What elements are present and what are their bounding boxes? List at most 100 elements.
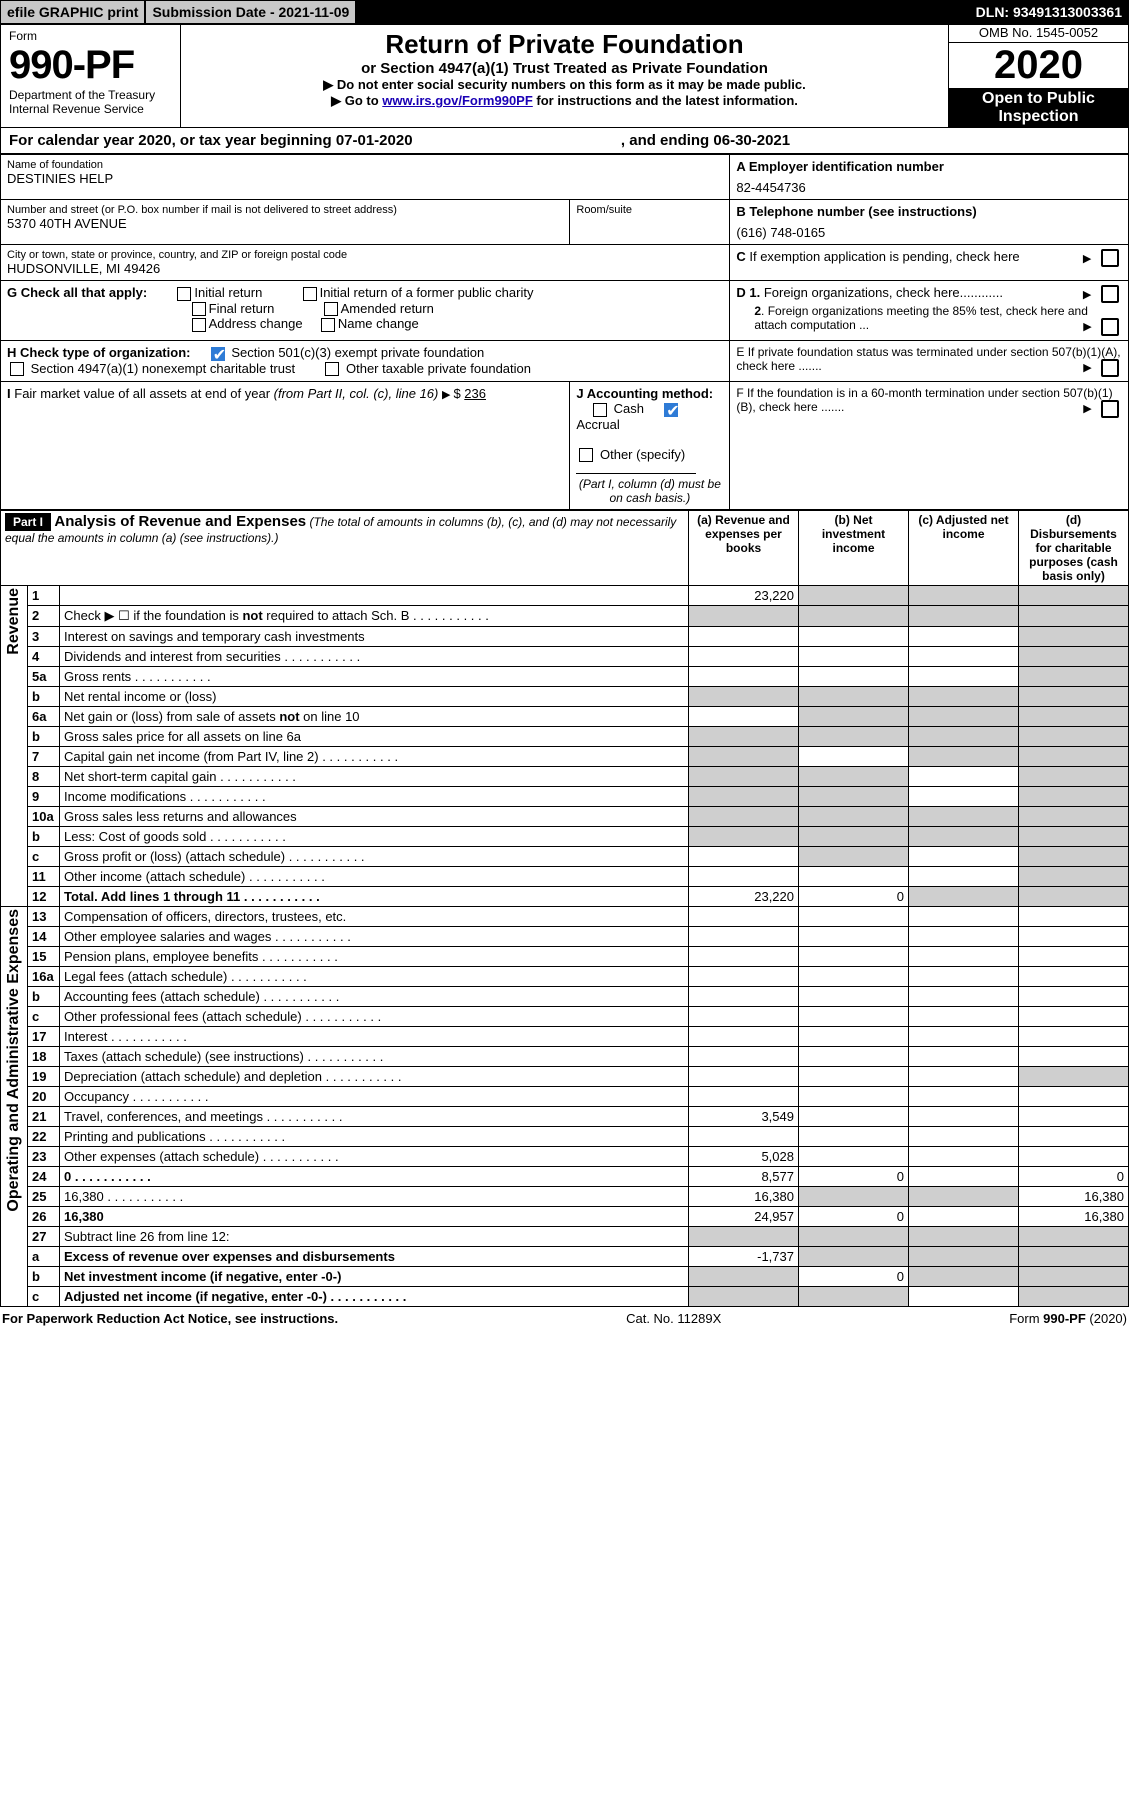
checkbox-other-method[interactable] bbox=[579, 448, 593, 462]
amount-cell bbox=[689, 687, 799, 707]
amount-cell: 8,577 bbox=[689, 1167, 799, 1187]
table-row: 12Total. Add lines 1 through 1123,2200 bbox=[1, 887, 1129, 907]
amount-cell bbox=[1019, 887, 1129, 907]
table-row: cGross profit or (loss) (attach schedule… bbox=[1, 847, 1129, 867]
g-amended: Amended return bbox=[341, 301, 434, 316]
h-nect: Section 4947(a)(1) nonexempt charitable … bbox=[31, 361, 295, 376]
line-desc: Total. Add lines 1 through 11 bbox=[60, 887, 689, 907]
checkbox-4947[interactable] bbox=[10, 362, 24, 376]
amount-cell bbox=[909, 1107, 1019, 1127]
checkbox-accrual[interactable] bbox=[664, 403, 678, 417]
line-number: 8 bbox=[28, 767, 60, 787]
checkbox-c[interactable] bbox=[1101, 249, 1119, 267]
table-row: 8Net short-term capital gain bbox=[1, 767, 1129, 787]
amount-cell bbox=[1019, 1107, 1129, 1127]
amount-cell bbox=[799, 967, 909, 987]
table-row: 7Capital gain net income (from Part IV, … bbox=[1, 747, 1129, 767]
checkbox-amended[interactable] bbox=[324, 302, 338, 316]
table-row: 27Subtract line 26 from line 12: bbox=[1, 1227, 1129, 1247]
col-b-header: (b) Net investment income bbox=[799, 511, 909, 586]
amount-cell bbox=[1019, 1147, 1129, 1167]
checkbox-d2[interactable] bbox=[1101, 318, 1119, 336]
line-desc: Interest on savings and temporary cash i… bbox=[60, 627, 689, 647]
form-subtitle: or Section 4947(a)(1) Trust Treated as P… bbox=[189, 60, 940, 77]
amount-cell bbox=[799, 1107, 909, 1127]
checkbox-501c3[interactable] bbox=[211, 347, 225, 361]
amount-cell bbox=[689, 647, 799, 667]
amount-cell bbox=[909, 787, 1019, 807]
j-other: Other (specify) bbox=[600, 447, 685, 462]
top-bar: efile GRAPHIC print Submission Date - 20… bbox=[0, 0, 1129, 24]
name-label: Name of foundation bbox=[7, 159, 723, 171]
g-label: G Check all that apply: bbox=[7, 285, 147, 300]
amount-cell bbox=[689, 1007, 799, 1027]
checkbox-initial[interactable] bbox=[177, 287, 191, 301]
checkbox-initial-former[interactable] bbox=[303, 287, 317, 301]
checkbox-f[interactable] bbox=[1101, 400, 1119, 418]
arrow-icon bbox=[1083, 401, 1094, 415]
omb-number: OMB No. 1545-0052 bbox=[949, 25, 1128, 43]
amount-cell: 23,220 bbox=[689, 887, 799, 907]
line-number: 21 bbox=[28, 1107, 60, 1127]
amount-cell bbox=[799, 727, 909, 747]
amount-cell bbox=[799, 1147, 909, 1167]
d1-label: D 1. Foreign organizations, check here..… bbox=[736, 285, 1122, 300]
line-number: b bbox=[28, 727, 60, 747]
amount-cell bbox=[799, 1087, 909, 1107]
checkbox-other-taxable[interactable] bbox=[325, 362, 339, 376]
amount-cell bbox=[1019, 1247, 1129, 1267]
line-number: 22 bbox=[28, 1127, 60, 1147]
street-address: 5370 40TH AVENUE bbox=[7, 216, 563, 231]
amount-cell bbox=[1019, 747, 1129, 767]
amount-cell: 0 bbox=[799, 887, 909, 907]
checkbox-d1[interactable] bbox=[1101, 285, 1119, 303]
line-number: b bbox=[28, 987, 60, 1007]
amount-cell bbox=[689, 707, 799, 727]
line-number: 3 bbox=[28, 627, 60, 647]
checkbox-e[interactable] bbox=[1101, 359, 1119, 377]
amount-cell bbox=[689, 1087, 799, 1107]
topbar-spacer bbox=[356, 0, 968, 24]
ein-value: 82-4454736 bbox=[736, 180, 1122, 195]
line-desc: Compensation of officers, directors, tru… bbox=[60, 907, 689, 927]
instr-link[interactable]: www.irs.gov/Form990PF bbox=[382, 93, 533, 108]
line-number: 14 bbox=[28, 927, 60, 947]
table-row: 21Travel, conferences, and meetings3,549 bbox=[1, 1107, 1129, 1127]
table-row: 11Other income (attach schedule) bbox=[1, 867, 1129, 887]
line-desc: Accounting fees (attach schedule) bbox=[60, 987, 689, 1007]
amount-cell bbox=[689, 767, 799, 787]
e-label: E If private foundation status was termi… bbox=[736, 345, 1122, 373]
amount-cell bbox=[689, 807, 799, 827]
calyear-start: 07-01-2020 bbox=[336, 132, 413, 149]
amount-cell bbox=[689, 967, 799, 987]
amount-cell bbox=[799, 1027, 909, 1047]
dept-label: Department of the Treasury bbox=[9, 88, 172, 102]
line-number: 7 bbox=[28, 747, 60, 767]
arrow-icon bbox=[1083, 319, 1094, 333]
checkbox-final[interactable] bbox=[192, 302, 206, 316]
amount-cell bbox=[1019, 1007, 1129, 1027]
amount-cell bbox=[909, 867, 1019, 887]
checkbox-addrchg[interactable] bbox=[192, 318, 206, 332]
amount-cell bbox=[799, 867, 909, 887]
i-label: Fair market value of all assets at end o… bbox=[14, 386, 438, 401]
line-number: b bbox=[28, 1267, 60, 1287]
checkbox-namechg[interactable] bbox=[321, 318, 335, 332]
submission-date: Submission Date - 2021-11-09 bbox=[145, 0, 356, 24]
line-number: 24 bbox=[28, 1167, 60, 1187]
amount-cell bbox=[799, 627, 909, 647]
table-row: 17Interest bbox=[1, 1027, 1129, 1047]
addr-label: Number and street (or P.O. box number if… bbox=[7, 204, 563, 216]
amount-cell bbox=[1019, 807, 1129, 827]
amount-cell bbox=[799, 1067, 909, 1087]
amount-cell bbox=[1019, 967, 1129, 987]
g-namechg: Name change bbox=[338, 316, 419, 331]
amount-cell bbox=[1019, 1027, 1129, 1047]
calyear-mid: , and ending bbox=[621, 132, 714, 149]
checkbox-cash[interactable] bbox=[593, 403, 607, 417]
amount-cell bbox=[909, 1167, 1019, 1187]
tax-year: 2020 bbox=[949, 43, 1128, 88]
line-desc: Other expenses (attach schedule) bbox=[60, 1147, 689, 1167]
form-number: 990-PF bbox=[9, 43, 172, 88]
amount-cell bbox=[909, 647, 1019, 667]
